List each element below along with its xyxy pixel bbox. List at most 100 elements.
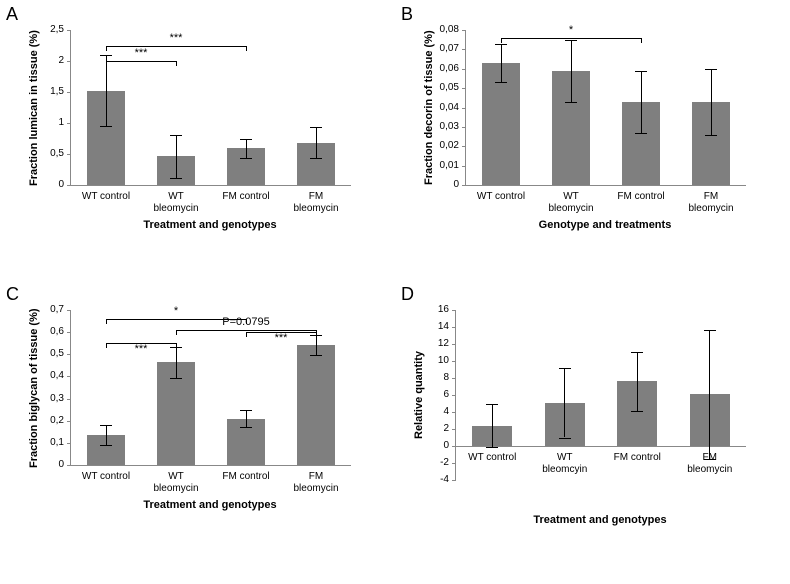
ytick-line (452, 327, 456, 328)
xtick-label: FMbleomycin (283, 471, 349, 495)
error-cap (240, 139, 252, 140)
chart-area: 00,10,20,30,40,50,60,7WT controlWTbleomy… (70, 310, 350, 465)
error-bar (709, 330, 710, 459)
sig-drop (176, 330, 177, 335)
ytick-label: 12 (419, 339, 449, 349)
xtick-label: WTbleomycin (143, 471, 209, 495)
error-cap (635, 71, 647, 72)
ytick-line (452, 361, 456, 362)
ytick-line (67, 421, 71, 422)
panel-label-a: A (6, 4, 18, 25)
ytick-line (452, 344, 456, 345)
sig-bracket (106, 61, 176, 62)
x-axis-label: Treatment and genotypes (455, 514, 745, 526)
error-cap (170, 135, 182, 136)
error-bar (316, 127, 317, 158)
panel-a: A00,511,522,5WT controlWTbleomycinFM con… (0, 0, 395, 260)
ytick-line (452, 446, 456, 447)
y-axis-label: Fraction lumican in tissue (%) (28, 30, 40, 186)
x-axis-line (456, 446, 746, 447)
sig-drop (641, 38, 642, 43)
xtick-label: FM control (213, 191, 279, 203)
error-cap (240, 158, 252, 159)
error-cap (631, 352, 643, 353)
error-cap (100, 445, 112, 446)
error-cap (310, 355, 322, 356)
xtick-label: WTbleomycin (538, 191, 604, 215)
sig-drop (246, 46, 247, 51)
chart-area: 00,010,020,030,040,050,060,070,08WT cont… (465, 30, 745, 185)
xtick-label: FMbleomycin (283, 191, 349, 215)
xtick-label: WT control (458, 452, 527, 464)
ytick-label: 14 (419, 322, 449, 332)
ytick-line (462, 127, 466, 128)
error-cap (170, 178, 182, 179)
ytick-line (67, 92, 71, 93)
error-bar (641, 71, 642, 133)
ytick-line (462, 108, 466, 109)
ytick-line (67, 123, 71, 124)
ytick-line (452, 310, 456, 311)
ytick-label: -2 (419, 458, 449, 468)
error-cap (705, 69, 717, 70)
sig-label: *** (101, 344, 181, 355)
error-bar (176, 135, 177, 178)
error-cap (631, 411, 643, 412)
ytick-line (67, 465, 71, 466)
ytick-line (462, 69, 466, 70)
error-cap (704, 330, 716, 331)
ytick-line (462, 30, 466, 31)
error-cap (559, 438, 571, 439)
y-axis-label: Fraction decorin of tissue (%) (423, 30, 435, 185)
x-axis-line (71, 465, 351, 466)
sig-label: *** (136, 33, 216, 44)
xtick-label: FMbleomycin (676, 452, 745, 476)
ytick-line (462, 185, 466, 186)
sig-label: * (136, 306, 216, 317)
ytick-line (67, 61, 71, 62)
ytick-line (462, 88, 466, 89)
ytick-line (462, 49, 466, 50)
ytick-line (67, 399, 71, 400)
ytick-line (452, 480, 456, 481)
ytick-label: -4 (419, 475, 449, 485)
ytick-line (462, 166, 466, 167)
ytick-line (67, 376, 71, 377)
panel-d: D-4-20246810121416WT controlWTbleomcyinF… (395, 280, 790, 560)
sig-drop (106, 61, 107, 66)
y-axis-label: Fraction biglycan of tissue (%) (28, 308, 40, 468)
error-cap (310, 127, 322, 128)
ytick-line (452, 429, 456, 430)
xtick-label: FM control (213, 471, 279, 483)
xtick-label: FMbleomycin (678, 191, 744, 215)
panel-label-b: B (401, 4, 413, 25)
error-cap (486, 447, 498, 448)
error-cap (495, 82, 507, 83)
ytick-line (67, 354, 71, 355)
ytick-label: 16 (419, 305, 449, 315)
error-bar (106, 55, 107, 126)
error-cap (559, 368, 571, 369)
error-bar (106, 425, 107, 445)
error-cap (635, 133, 647, 134)
sig-label: *** (101, 48, 181, 59)
xtick-label: WTbleomcyin (531, 452, 600, 476)
error-cap (170, 378, 182, 379)
x-axis-line (71, 185, 351, 186)
chart-area: -4-20246810121416WT controlWTbleomcyinFM… (455, 310, 745, 480)
ytick-line (452, 412, 456, 413)
error-cap (310, 158, 322, 159)
error-cap (240, 410, 252, 411)
x-axis-label: Treatment and genotypes (70, 499, 350, 511)
sig-drop (106, 319, 107, 324)
xtick-label: FM control (608, 191, 674, 203)
ytick-line (67, 154, 71, 155)
xtick-label: WT control (468, 191, 534, 203)
error-cap (565, 102, 577, 103)
sig-bracket (501, 38, 641, 39)
xtick-label: WT control (73, 471, 139, 483)
error-bar (501, 44, 502, 83)
ytick-line (452, 463, 456, 464)
error-bar (246, 139, 247, 158)
y-axis-label: Relative quantity (413, 351, 425, 439)
